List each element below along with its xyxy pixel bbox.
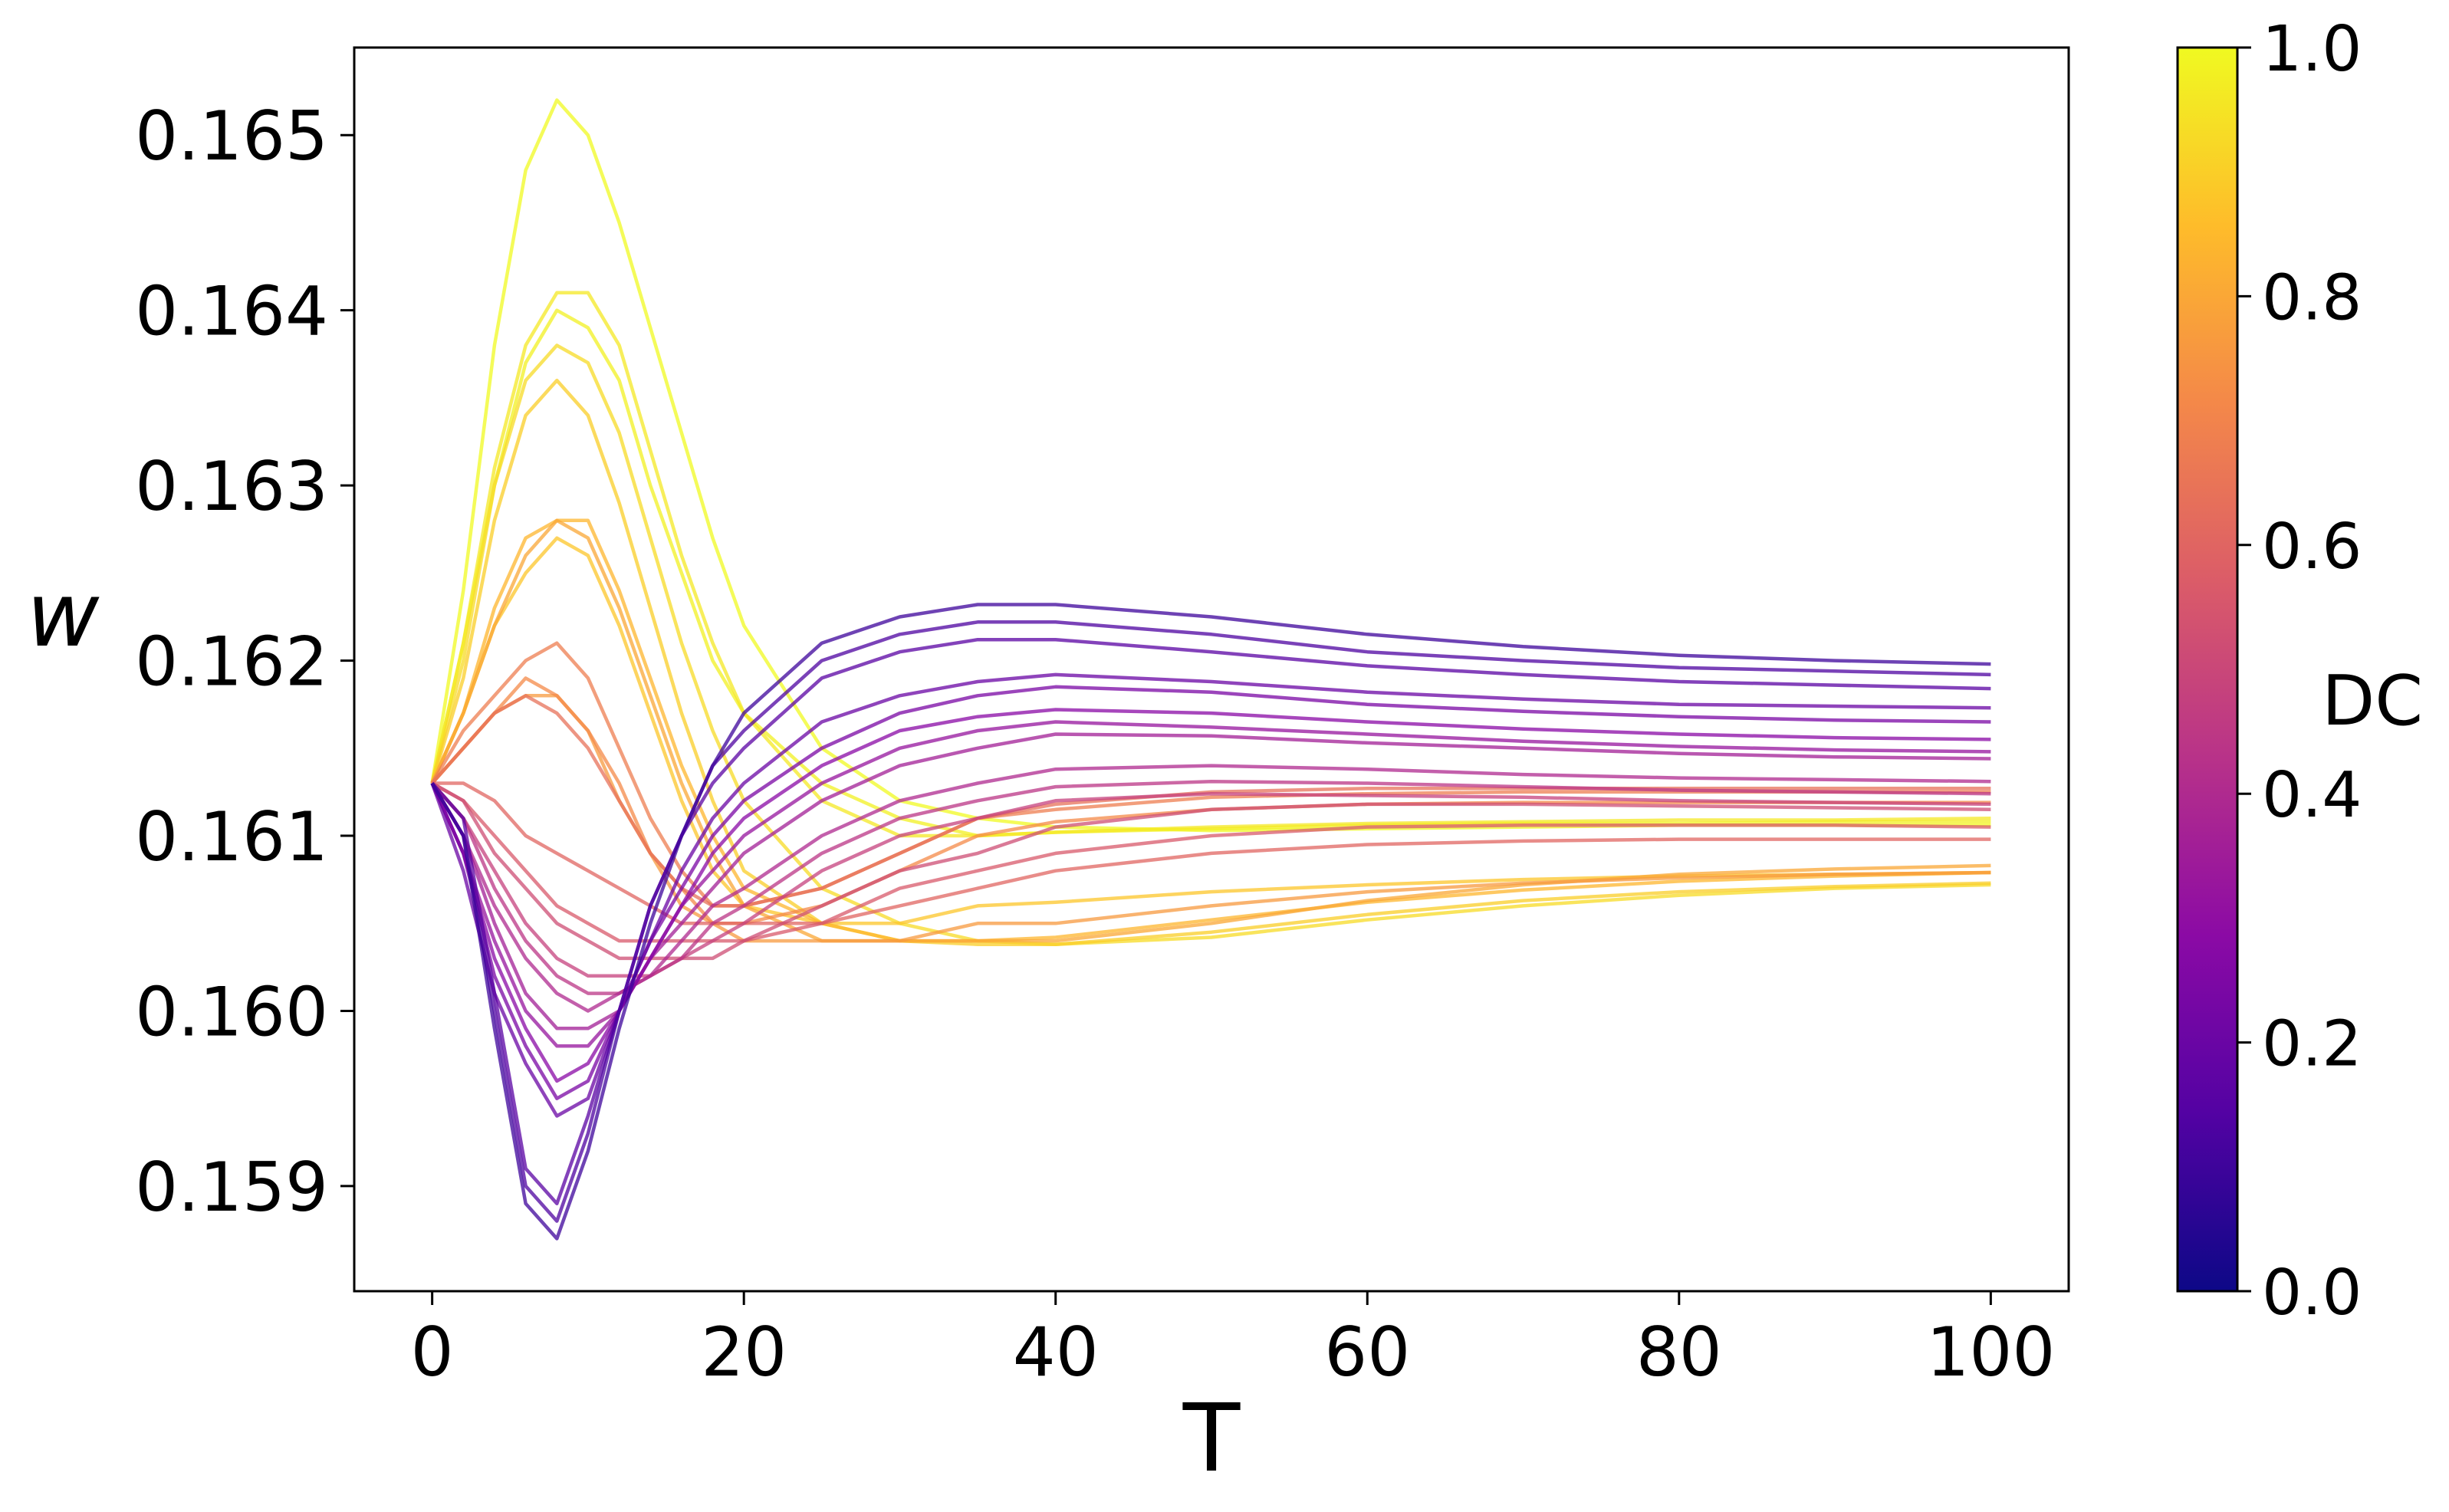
x-axis-label: T bbox=[1182, 1384, 1241, 1493]
series-line-5 bbox=[430, 708, 1991, 1083]
series-line-7 bbox=[430, 732, 1991, 1030]
colorbar-tick-label: 0.8 bbox=[2262, 261, 2362, 334]
x-tick-label: 20 bbox=[701, 1313, 787, 1392]
x-tick-label: 0 bbox=[411, 1313, 454, 1392]
y-tick-label: 0.165 bbox=[135, 97, 328, 176]
series-line-3 bbox=[430, 672, 1991, 1118]
y-tick-label: 0.159 bbox=[135, 1148, 328, 1227]
y-tick-label: 0.162 bbox=[135, 623, 328, 702]
y-axis-label: w bbox=[27, 564, 100, 667]
x-tick-label: 80 bbox=[1636, 1313, 1722, 1392]
x-tick-label: 100 bbox=[1926, 1313, 2055, 1392]
colorbar-axis: 0.0 0.2 0.4 0.6 0.8 1.0 bbox=[2237, 13, 2362, 1330]
series-line-25 bbox=[430, 98, 1991, 833]
x-tick-label: 40 bbox=[1013, 1313, 1099, 1392]
y-tick-label: 0.163 bbox=[135, 447, 328, 526]
series-line-8 bbox=[430, 764, 1991, 1013]
x-tick-label: 60 bbox=[1324, 1313, 1410, 1392]
series-line-10 bbox=[430, 782, 1991, 978]
series-line-9 bbox=[430, 779, 1991, 995]
colorbar-tick-label: 0.6 bbox=[2262, 511, 2362, 583]
series-lines bbox=[430, 98, 1991, 1241]
series-line-11 bbox=[431, 781, 1991, 961]
y-tick-label: 0.161 bbox=[135, 797, 328, 876]
colorbar bbox=[2176, 46, 2239, 1293]
series-line-6 bbox=[430, 720, 1991, 1048]
x-axis: 0 20 40 60 80 100 bbox=[411, 1291, 2055, 1392]
colorbar-tick-label: 0.0 bbox=[2262, 1257, 2362, 1330]
series-line-4 bbox=[430, 685, 1991, 1100]
series-line-1 bbox=[430, 620, 1991, 1223]
colorbar-label: DC bbox=[2322, 661, 2423, 741]
plot-frame bbox=[353, 46, 2070, 1293]
colorbar-tick-label: 0.4 bbox=[2262, 759, 2362, 832]
colorbar-tick-label: 1.0 bbox=[2262, 13, 2362, 86]
series-line-2 bbox=[430, 637, 1991, 1206]
y-tick-label: 0.160 bbox=[135, 972, 328, 1051]
y-tick-label: 0.164 bbox=[135, 272, 328, 351]
colorbar-tick-label: 0.2 bbox=[2262, 1008, 2362, 1081]
series-line-21 bbox=[430, 378, 1991, 946]
series-line-0 bbox=[430, 603, 1991, 1241]
y-axis: 0.159 0.160 0.161 0.162 0.163 0.164 0.165 bbox=[135, 97, 354, 1227]
